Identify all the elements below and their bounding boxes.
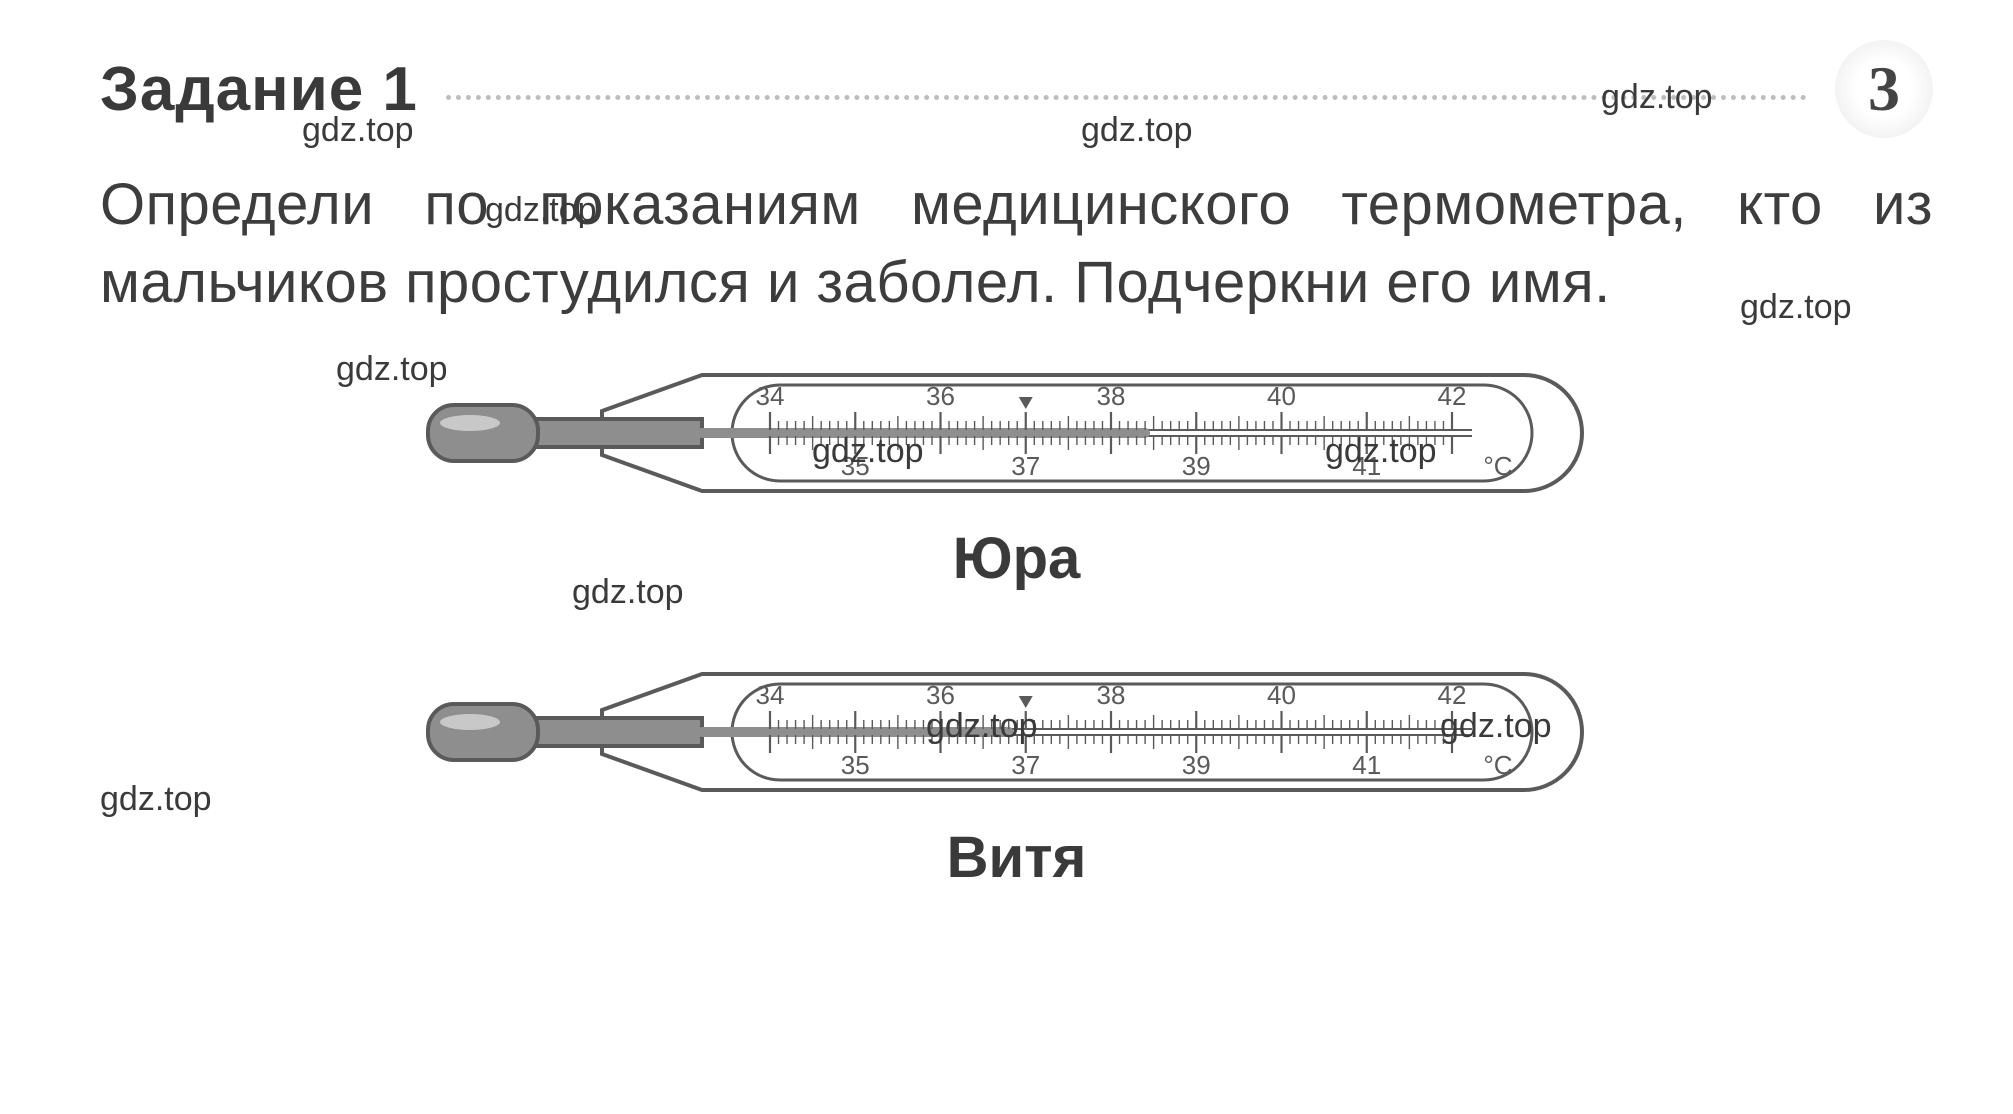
thermometer-caption-1: Юра xyxy=(953,525,1081,592)
thermometer-svg-2: 34 36 38 40 42 35 37 39 41 °C xyxy=(422,662,1612,802)
svg-text:34: 34 xyxy=(755,680,784,710)
svg-text:39: 39 xyxy=(1181,451,1210,481)
svg-text:36: 36 xyxy=(926,680,955,710)
svg-text:39: 39 xyxy=(1181,750,1210,780)
variant-badge: 3 xyxy=(1835,40,1933,138)
header-row: Задание 1 3 xyxy=(100,40,1933,138)
svg-text:42: 42 xyxy=(1437,680,1466,710)
svg-text:36: 36 xyxy=(926,381,955,411)
svg-text:41: 41 xyxy=(1352,451,1381,481)
thermometer-svg-1: 34 36 38 40 42 35 37 39 41 °C xyxy=(422,363,1612,503)
thermometer-block-2: 34 36 38 40 42 35 37 39 41 °C Витя xyxy=(100,662,1933,941)
svg-text:35: 35 xyxy=(840,451,869,481)
task-label: Задание 1 xyxy=(100,54,418,125)
svg-text:37: 37 xyxy=(1011,750,1040,780)
thermometer-caption-2: Витя xyxy=(947,824,1087,891)
task-body-text: Определи по показаниям медицинского терм… xyxy=(100,166,1933,323)
svg-text:°C: °C xyxy=(1483,750,1512,780)
header-divider xyxy=(446,95,1807,100)
page-root: Задание 1 3 Определи по показаниям медиц… xyxy=(0,0,2013,1114)
svg-text:40: 40 xyxy=(1267,680,1296,710)
svg-text:°C: °C xyxy=(1483,451,1512,481)
svg-text:38: 38 xyxy=(1096,381,1125,411)
svg-text:40: 40 xyxy=(1267,381,1296,411)
variant-number: 3 xyxy=(1868,52,1900,126)
svg-text:37: 37 xyxy=(1011,451,1040,481)
svg-text:41: 41 xyxy=(1352,750,1381,780)
svg-text:42: 42 xyxy=(1437,381,1466,411)
svg-text:38: 38 xyxy=(1096,680,1125,710)
svg-text:34: 34 xyxy=(755,381,784,411)
thermometer-block-1: 34 36 38 40 42 35 37 39 41 °C Юра xyxy=(100,363,1933,642)
svg-text:35: 35 xyxy=(840,750,869,780)
